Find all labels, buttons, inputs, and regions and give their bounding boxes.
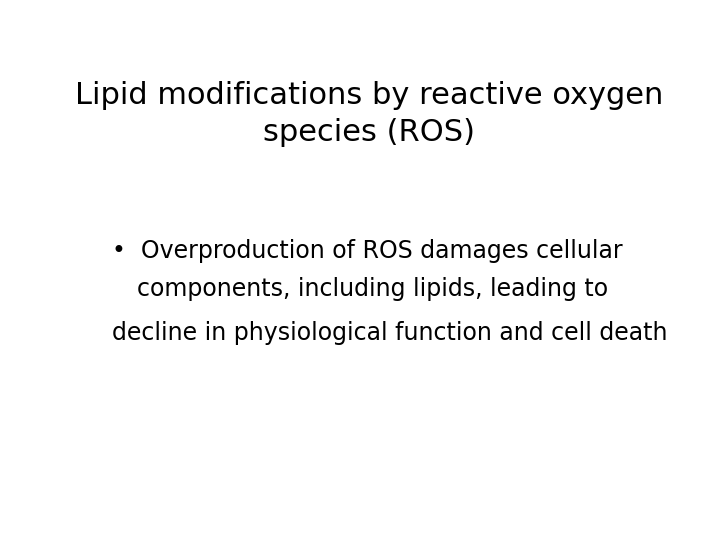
Text: decline in physiological function and cell death: decline in physiological function and ce…	[112, 321, 668, 345]
Text: components, including lipids, leading to: components, including lipids, leading to	[138, 277, 608, 301]
Text: •  Overproduction of ROS damages cellular: • Overproduction of ROS damages cellular	[112, 239, 623, 264]
Text: Lipid modifications by reactive oxygen
species (ROS): Lipid modifications by reactive oxygen s…	[75, 82, 663, 147]
